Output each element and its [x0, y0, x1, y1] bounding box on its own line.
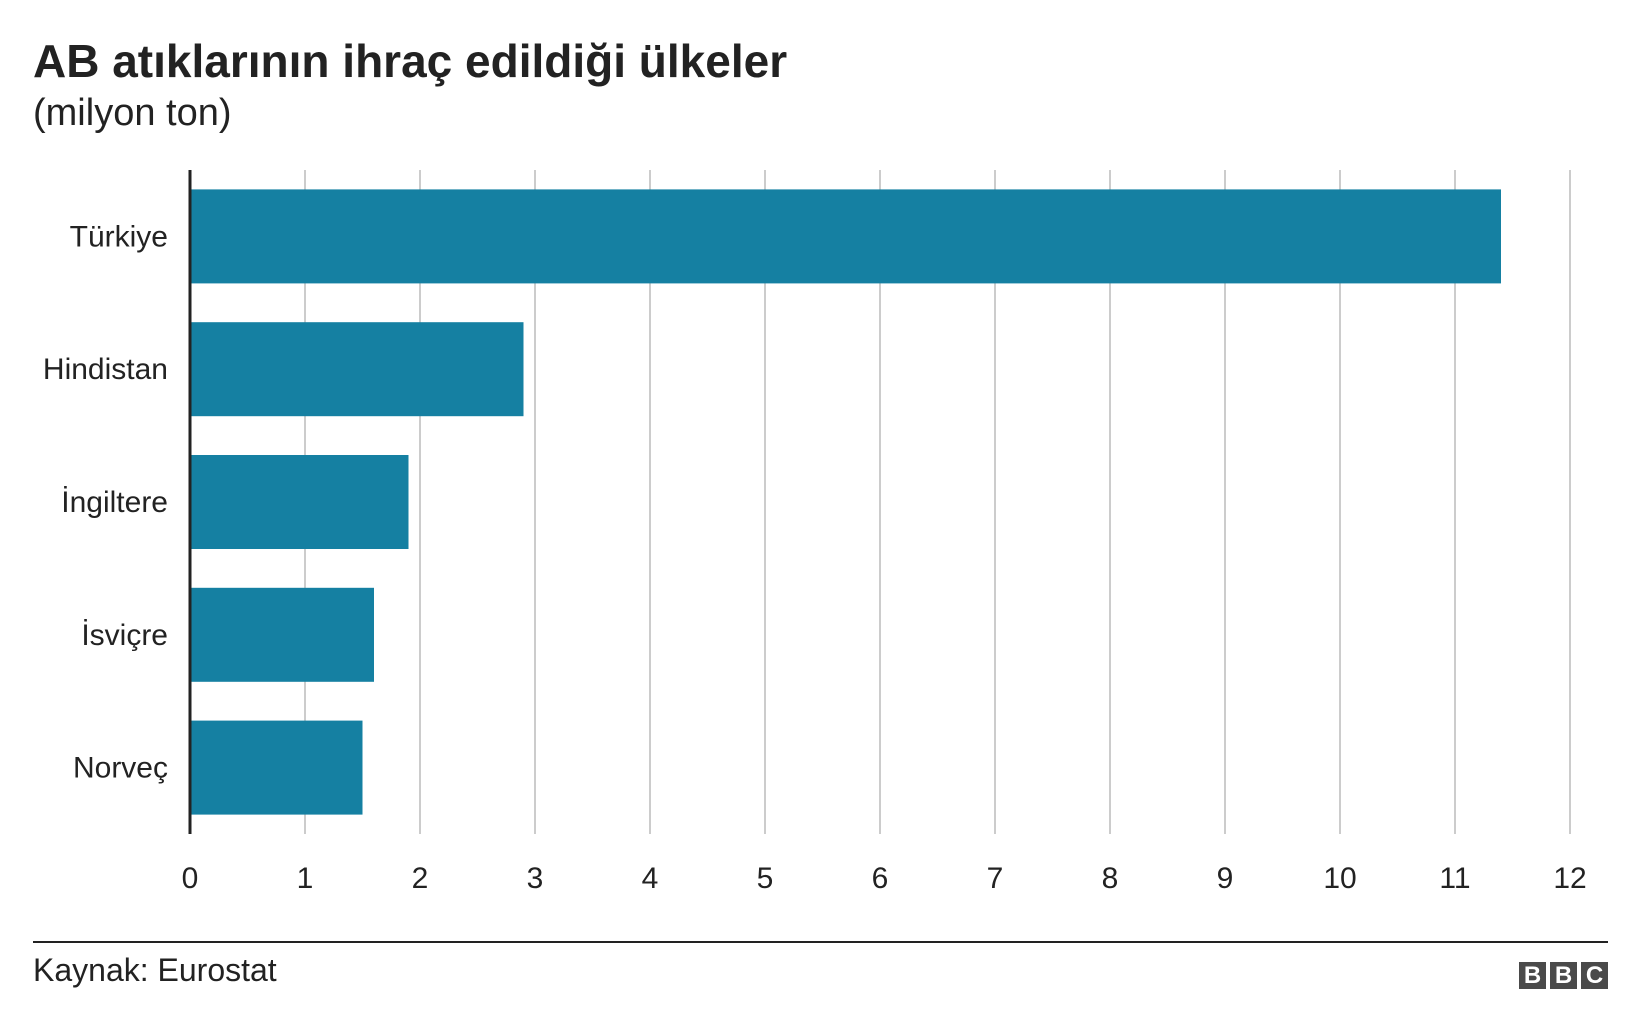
- source-note: Kaynak: Eurostat: [33, 952, 277, 988]
- category-labels: Türkiye Hindistan İngiltere İsviçre Norveç: [43, 220, 168, 784]
- footer-divider: [33, 941, 1608, 943]
- bar-chart: Türkiye Hindistan İngiltere İsviçre Norveç 0…: [43, 170, 1587, 895]
- x-tick-labels: 0 1 2 3 4 5 6 7 8 9 10 11 12: [182, 862, 1587, 895]
- x-tick-label: 4: [642, 862, 659, 895]
- chart-subtitle: (milyon ton): [33, 92, 232, 134]
- category-label: İsviçre: [81, 619, 168, 652]
- category-label: Hindistan: [43, 353, 168, 386]
- x-tick-label: 11: [1439, 862, 1470, 895]
- category-label: Türkiye: [70, 220, 168, 253]
- x-tick-label: 2: [412, 862, 429, 895]
- x-tick-label: 7: [987, 862, 1004, 895]
- category-label: Norveç: [73, 752, 168, 785]
- logo-letter: B: [1550, 962, 1577, 989]
- x-tick-label: 6: [872, 862, 889, 895]
- chart-title: AB atıklarının ihraç edildiği ülkeler: [33, 35, 788, 87]
- logo-letter: B: [1519, 962, 1546, 989]
- x-tick-label: 10: [1323, 862, 1356, 895]
- x-tick-label: 3: [527, 862, 544, 895]
- x-tick-label: 12: [1553, 862, 1586, 895]
- logo-letter: C: [1581, 962, 1608, 989]
- x-tick-label: 9: [1217, 862, 1234, 895]
- x-tick-label: 0: [182, 862, 199, 895]
- bars: [190, 189, 1501, 815]
- x-tick-label: 5: [757, 862, 774, 895]
- x-tick-label: 8: [1102, 862, 1119, 895]
- x-tick-label: 1: [297, 862, 314, 895]
- bar-5: [190, 720, 363, 815]
- bbc-logo: B B C: [1519, 962, 1608, 989]
- bar-2: [190, 322, 524, 417]
- bar-3: [190, 455, 409, 549]
- bar-4: [190, 587, 374, 682]
- bar-1: [190, 189, 1501, 284]
- category-label: İngiltere: [61, 486, 168, 519]
